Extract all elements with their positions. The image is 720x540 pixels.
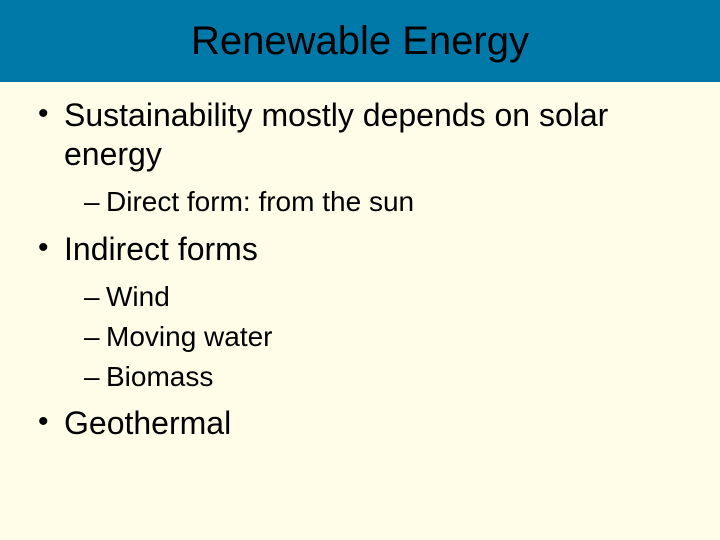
- bullet-item: Indirect forms Wind Moving water Biomass: [36, 230, 684, 395]
- sub-bullet-list: Direct form: from the sun: [64, 184, 684, 220]
- bullet-list: Sustainability mostly depends on solar e…: [36, 96, 684, 443]
- slide-title: Renewable Energy: [191, 19, 529, 64]
- sub-bullet-item: Direct form: from the sun: [84, 184, 684, 220]
- title-bar: Renewable Energy: [0, 0, 720, 82]
- sub-bullet-list: Wind Moving water Biomass: [64, 279, 684, 394]
- bullet-text: Geothermal: [64, 405, 231, 441]
- bullet-text: Indirect forms: [64, 231, 258, 267]
- bullet-item: Sustainability mostly depends on solar e…: [36, 96, 684, 220]
- bullet-item: Geothermal: [36, 404, 684, 443]
- slide: Renewable Energy Sustainability mostly d…: [0, 0, 720, 540]
- bullet-text: Sustainability mostly depends on solar e…: [64, 97, 608, 172]
- sub-bullet-item: Biomass: [84, 359, 684, 395]
- sub-bullet-item: Moving water: [84, 319, 684, 355]
- content-area: Sustainability mostly depends on solar e…: [0, 82, 720, 443]
- sub-bullet-item: Wind: [84, 279, 684, 315]
